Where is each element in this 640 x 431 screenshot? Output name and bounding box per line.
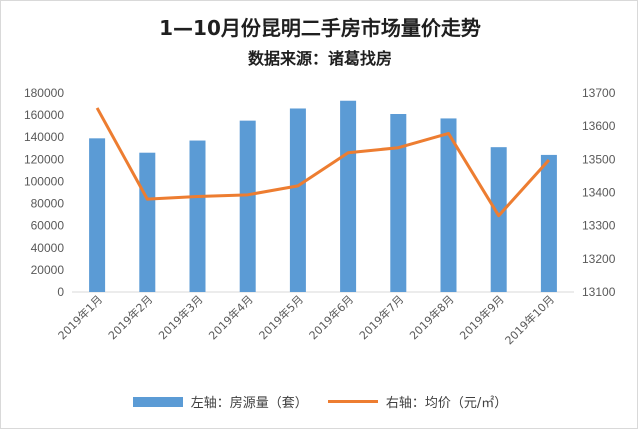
bar (340, 100, 357, 292)
left-axis-tick-label: 20000 (31, 263, 65, 277)
left-axis-tick-label: 140000 (24, 130, 64, 144)
legend-label-bars: 左轴：房源量（套） (190, 396, 308, 411)
chart-title: 1—10月份昆明二手房市场量价走势 (159, 16, 481, 40)
x-axis-tick-label: 2019年3月 (155, 292, 205, 342)
chart-legend: 左轴：房源量（套） 右轴：均价（元/㎡） (0, 392, 640, 411)
x-axis-tick-label: 2019年1月 (55, 292, 105, 342)
legend-item-line: 右轴：均价（元/㎡） (327, 392, 508, 411)
left-axis-tick-label: 40000 (31, 241, 65, 255)
bar (139, 152, 156, 292)
bar (239, 120, 256, 292)
x-axis-tick-label: 2019年6月 (306, 292, 356, 342)
right-axis-tick-label: 13700 (582, 86, 616, 100)
legend-swatch-bar (132, 396, 183, 407)
x-axis-tick-label: 2019年8月 (406, 292, 456, 342)
x-axis-tick-label: 2019年10月 (502, 292, 557, 347)
right-axis-tick-label: 13200 (582, 252, 616, 266)
bar (490, 147, 507, 292)
bar (540, 154, 557, 292)
right-axis-tick-label: 13400 (582, 186, 616, 200)
chart-subtitle: 数据来源：诸葛找房 (247, 49, 392, 68)
x-axis-tick-label: 2019年5月 (256, 292, 306, 342)
x-axis-tick-label: 2019年4月 (206, 292, 256, 342)
left-axis-tick-label: 160000 (24, 108, 64, 122)
legend-item-bars: 左轴：房源量（套） (132, 392, 308, 411)
bar (189, 140, 206, 292)
bar (289, 108, 306, 292)
right-axis-tick-label: 13300 (582, 219, 616, 233)
legend-label-line: 右轴：均价（元/㎡） (385, 396, 508, 411)
right-axis-tick-label: 13100 (582, 285, 616, 299)
left-axis-tick-label: 100000 (24, 174, 64, 188)
left-axis-tick-label: 60000 (31, 219, 65, 233)
x-axis-tick-label: 2019年9月 (457, 292, 507, 342)
left-axis-tick-label: 0 (57, 285, 64, 299)
left-axis-tick-label: 80000 (31, 197, 65, 211)
bar (440, 118, 457, 292)
left-axis-tick-label: 120000 (24, 152, 64, 166)
left-axis-tick-label: 180000 (24, 86, 64, 100)
bar (89, 138, 106, 292)
x-axis-tick-label: 2019年7月 (356, 292, 406, 342)
bar (390, 114, 407, 292)
legend-swatch-line (327, 400, 378, 403)
right-axis-tick-label: 13600 (582, 119, 616, 133)
right-axis-tick-label: 13500 (582, 152, 616, 166)
x-axis-tick-label: 2019年2月 (105, 292, 155, 342)
price-line (95, 107, 551, 218)
